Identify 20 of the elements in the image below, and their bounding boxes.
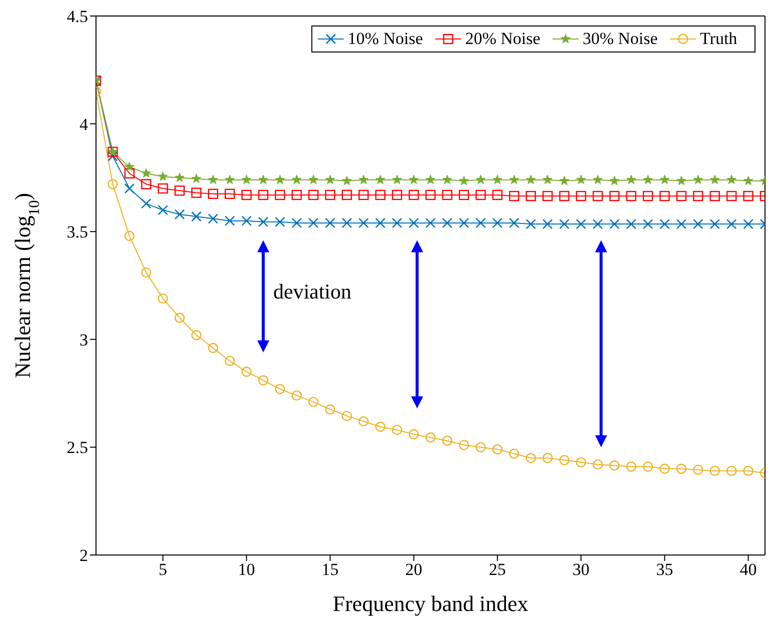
x-tick-label: 30 [572,560,590,580]
x-tick-label: 25 [488,560,506,580]
legend-label: Truth [700,28,738,48]
y-tick-label: 3 [80,330,88,350]
legend-label: 30% Noise [582,28,658,48]
y-tick-label: 4 [80,114,88,134]
legend-label: 10% Noise [348,28,423,48]
x-tick-label: 10 [238,560,256,580]
x-tick-label: 20 [405,560,422,580]
x-tick-label: 15 [322,560,339,580]
annotation: deviation [273,279,352,304]
x-tick-label: 5 [158,560,168,580]
x-tick-label: 35 [656,560,674,580]
x-axis-title: Frequency band index [332,591,528,616]
y-tick-label: 4.5 [66,7,88,26]
legend-label: 20% Noise [465,28,540,48]
y-tick-label: 2 [80,546,88,566]
x-tick-label: 40 [740,560,757,580]
y-tick-label: 2.5 [66,438,88,458]
y-tick-label: 3.5 [66,222,88,242]
